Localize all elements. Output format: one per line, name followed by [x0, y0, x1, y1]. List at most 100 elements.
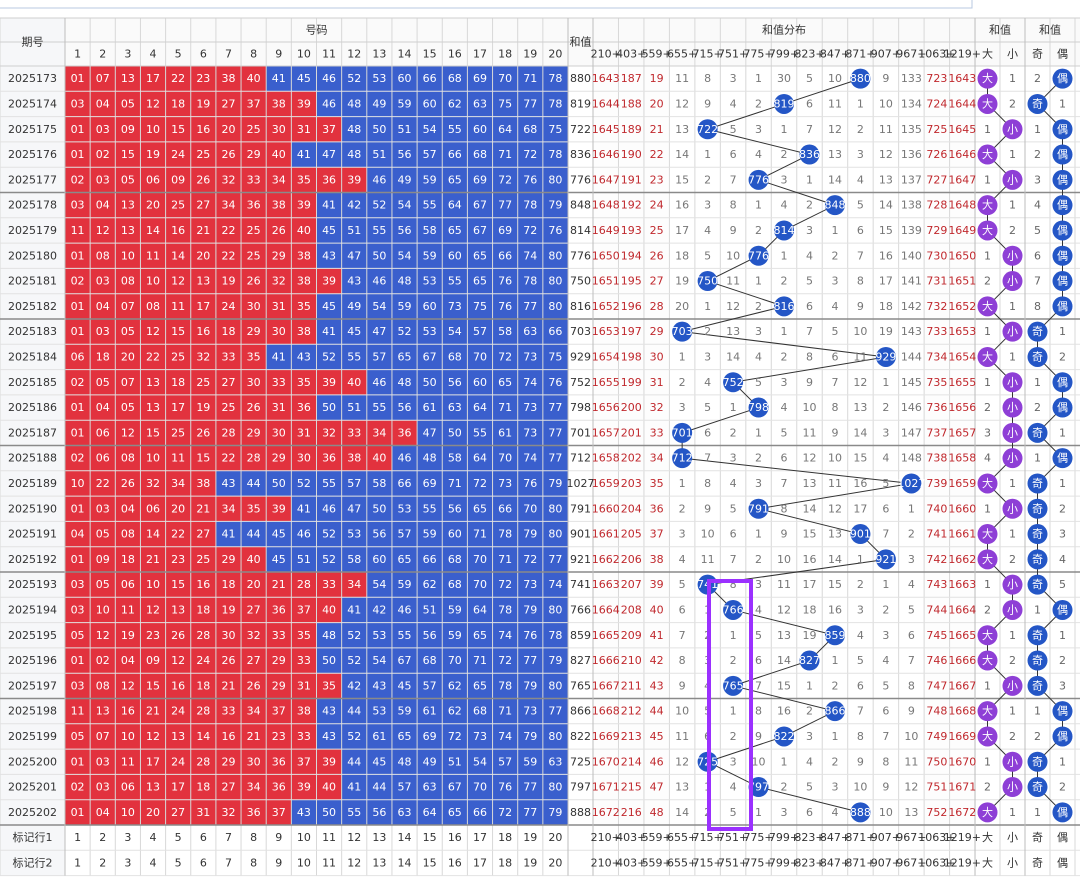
number-column-label: 20 [548, 48, 562, 61]
omission-value: 3 [908, 553, 915, 566]
number-cell-bg [241, 217, 267, 244]
drawn-number: 62 [448, 705, 462, 718]
omission-value: 9 [882, 72, 889, 85]
number-cell-bg [140, 445, 166, 471]
drawn-number: 50 [322, 806, 336, 819]
omission-value: 10 [879, 806, 893, 819]
number-cell-bg [90, 369, 116, 395]
drawn-number: 77 [523, 781, 537, 794]
omission-value: 137 [901, 173, 922, 186]
omission-value: 8 [704, 477, 711, 490]
number-column-label: 15 [423, 831, 437, 844]
drawn-number: 78 [498, 603, 512, 616]
number-column-label: 13 [372, 856, 386, 869]
omission-value: 2 [831, 249, 838, 262]
counter-cell-bg [618, 774, 644, 800]
drawn-number: 12 [171, 654, 185, 667]
drawn-number: 49 [398, 173, 412, 186]
number-column-label: 17 [473, 856, 487, 869]
number-cell-bg [115, 723, 141, 750]
omission-value: 5 [806, 72, 813, 85]
omission-value: 17 [879, 275, 893, 288]
omission-value: 6 [781, 452, 788, 465]
drawn-number: 67 [473, 199, 487, 212]
drawn-number: 37 [322, 123, 336, 136]
counter-cell-bg [949, 723, 976, 750]
drawn-number: 05 [121, 325, 135, 338]
drawn-number: 66 [448, 148, 462, 161]
counter-value: 187 [621, 72, 642, 85]
omission-value: 6 [679, 603, 686, 616]
drawn-number: 72 [523, 148, 537, 161]
omission-value: 3 [755, 578, 762, 591]
counter-value: 1655 [948, 376, 976, 389]
number-cell-bg [442, 394, 468, 421]
number-cell-bg [316, 698, 342, 724]
number-cell-bg [241, 622, 267, 648]
counter-value: 1658 [592, 452, 620, 465]
number-cell-bg [190, 622, 216, 648]
drawn-number: 11 [171, 452, 185, 465]
number-cell-bg [140, 698, 166, 724]
size-marker-label: 大 [982, 198, 993, 212]
sum-marker-label: 797 [748, 781, 769, 794]
number-cell-bg [215, 622, 242, 648]
number-cell-bg [316, 141, 342, 168]
counter-cell-bg [643, 521, 670, 547]
drawn-number: 61 [498, 426, 512, 439]
drawn-number: 38 [272, 97, 286, 110]
size-marker-label: 小 [1007, 123, 1018, 136]
omission-value: 9 [679, 679, 686, 692]
number-cell-bg [517, 546, 543, 572]
sum-marker-label: 888 [850, 806, 871, 819]
drawn-number: 28 [297, 578, 311, 591]
period: 2025180 [8, 249, 57, 262]
sum-value: 765 [570, 679, 591, 692]
counter-value: 21 [650, 123, 664, 136]
drawn-number: 56 [398, 401, 412, 414]
number-cell-bg [215, 268, 242, 294]
drawn-number: 68 [473, 705, 487, 718]
size-marker [1002, 448, 1023, 469]
number-cell-bg [165, 167, 191, 193]
counter-cell-bg [643, 91, 670, 117]
number-cell-bg [90, 597, 116, 623]
period: 2025190 [8, 502, 57, 515]
size-marker [1002, 574, 1023, 595]
counter-value: 1649 [948, 224, 976, 237]
parity-marker [1027, 498, 1048, 519]
counter-value: 204 [621, 502, 642, 515]
drawn-number: 07 [96, 730, 110, 743]
number-cell-bg [391, 167, 418, 193]
drawn-number: 33 [247, 173, 261, 186]
drawn-number: 55 [322, 477, 336, 490]
counter-cell-bg [949, 647, 976, 674]
number-cell-bg [341, 673, 367, 699]
number-cell-bg [266, 723, 292, 750]
number-cell-bg [391, 774, 418, 800]
number-cell-bg [115, 774, 141, 800]
number-cell-bg [215, 723, 242, 750]
drawn-number: 77 [548, 553, 562, 566]
number-cell-bg [291, 647, 317, 674]
number-cell-bg [165, 141, 191, 168]
omission-value: 4 [806, 755, 813, 768]
omission-value: 9 [806, 376, 813, 389]
omission-value: 11 [828, 477, 842, 490]
counter-value: 1647 [592, 173, 620, 186]
drawn-number: 04 [96, 401, 110, 414]
counter-cell-bg [593, 749, 619, 775]
omission-value: 14 [828, 553, 842, 566]
size-omission: 1 [1009, 148, 1016, 161]
drawn-number: 45 [272, 553, 286, 566]
number-cell-bg [115, 799, 141, 825]
omission-value: 7 [806, 325, 813, 338]
counter-cell-bg [618, 319, 644, 345]
size-marker [977, 549, 998, 570]
number-cell-bg [542, 141, 568, 168]
omission-value: 1 [730, 629, 737, 642]
parity-marker-label: 偶 [1057, 123, 1068, 136]
omission-value: 18 [802, 603, 816, 616]
period: 2025177 [8, 173, 57, 186]
number-cell-bg [115, 167, 141, 193]
